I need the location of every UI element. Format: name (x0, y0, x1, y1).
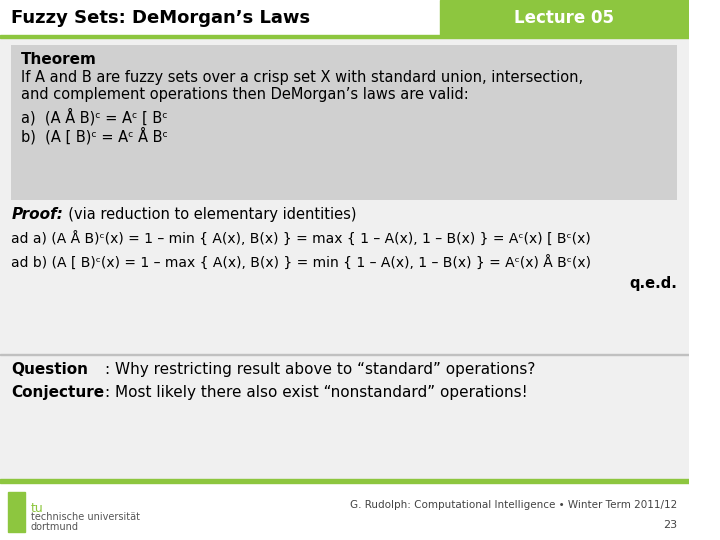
Text: If A and B are fuzzy sets over a crisp set X with standard union, intersection,: If A and B are fuzzy sets over a crisp s… (21, 70, 583, 85)
Text: : Why restricting result above to “standard” operations?: : Why restricting result above to “stand… (105, 362, 536, 377)
Text: q.e.d.: q.e.d. (629, 276, 678, 291)
Bar (0, 479, 689, 483)
Text: technische universität: technische universität (31, 512, 140, 522)
Text: (via reduction to elementary identities): (via reduction to elementary identities) (59, 207, 357, 222)
FancyBboxPatch shape (12, 45, 678, 200)
Text: dortmund: dortmund (31, 522, 78, 532)
Text: ad a) (A Å B)ᶜ(x) = 1 – min { A(x), B(x) } = max { 1 – A(x), 1 – B(x) } = Aᶜ(x) : ad a) (A Å B)ᶜ(x) = 1 – min { A(x), B(x)… (12, 232, 591, 247)
Text: tu: tu (31, 502, 43, 515)
Bar (0, 37, 689, 480)
Bar (0, 354, 689, 355)
Bar (0, 35, 689, 38)
Text: : Most likely there also exist “nonstandard” operations!: : Most likely there also exist “nonstand… (105, 385, 528, 400)
Text: Conjecture: Conjecture (12, 385, 104, 400)
Text: and complement operations then DeMorgan’s laws are valid:: and complement operations then DeMorgan’… (21, 87, 469, 102)
Bar (0, 483, 689, 540)
Bar (0, 0, 689, 35)
Text: a)  (A Å B)ᶜ = Aᶜ [ Bᶜ: a) (A Å B)ᶜ = Aᶜ [ Bᶜ (21, 108, 168, 125)
Text: Theorem: Theorem (21, 52, 97, 67)
Bar (8, 492, 25, 532)
Text: G. Rudolph: Computational Intelligence • Winter Term 2011/12: G. Rudolph: Computational Intelligence •… (350, 500, 678, 510)
Text: Fuzzy Sets: DeMorgan’s Laws: Fuzzy Sets: DeMorgan’s Laws (12, 9, 310, 27)
Text: : Why restricting result above to: : Why restricting result above to (105, 362, 357, 377)
Bar (440, 0, 689, 35)
Text: ad b) (A [ B)ᶜ(x) = 1 – max { A(x), B(x) } = min { 1 – A(x), 1 – B(x) } = Aᶜ(x) : ad b) (A [ B)ᶜ(x) = 1 – max { A(x), B(x)… (12, 256, 591, 271)
Text: Question: Question (12, 362, 89, 377)
Text: 23: 23 (663, 520, 678, 530)
Text: Proof:: Proof: (12, 207, 63, 222)
Text: b)  (A [ B)ᶜ = Aᶜ Å Bᶜ: b) (A [ B)ᶜ = Aᶜ Å Bᶜ (21, 127, 168, 145)
Text: Lecture 05: Lecture 05 (514, 9, 614, 27)
